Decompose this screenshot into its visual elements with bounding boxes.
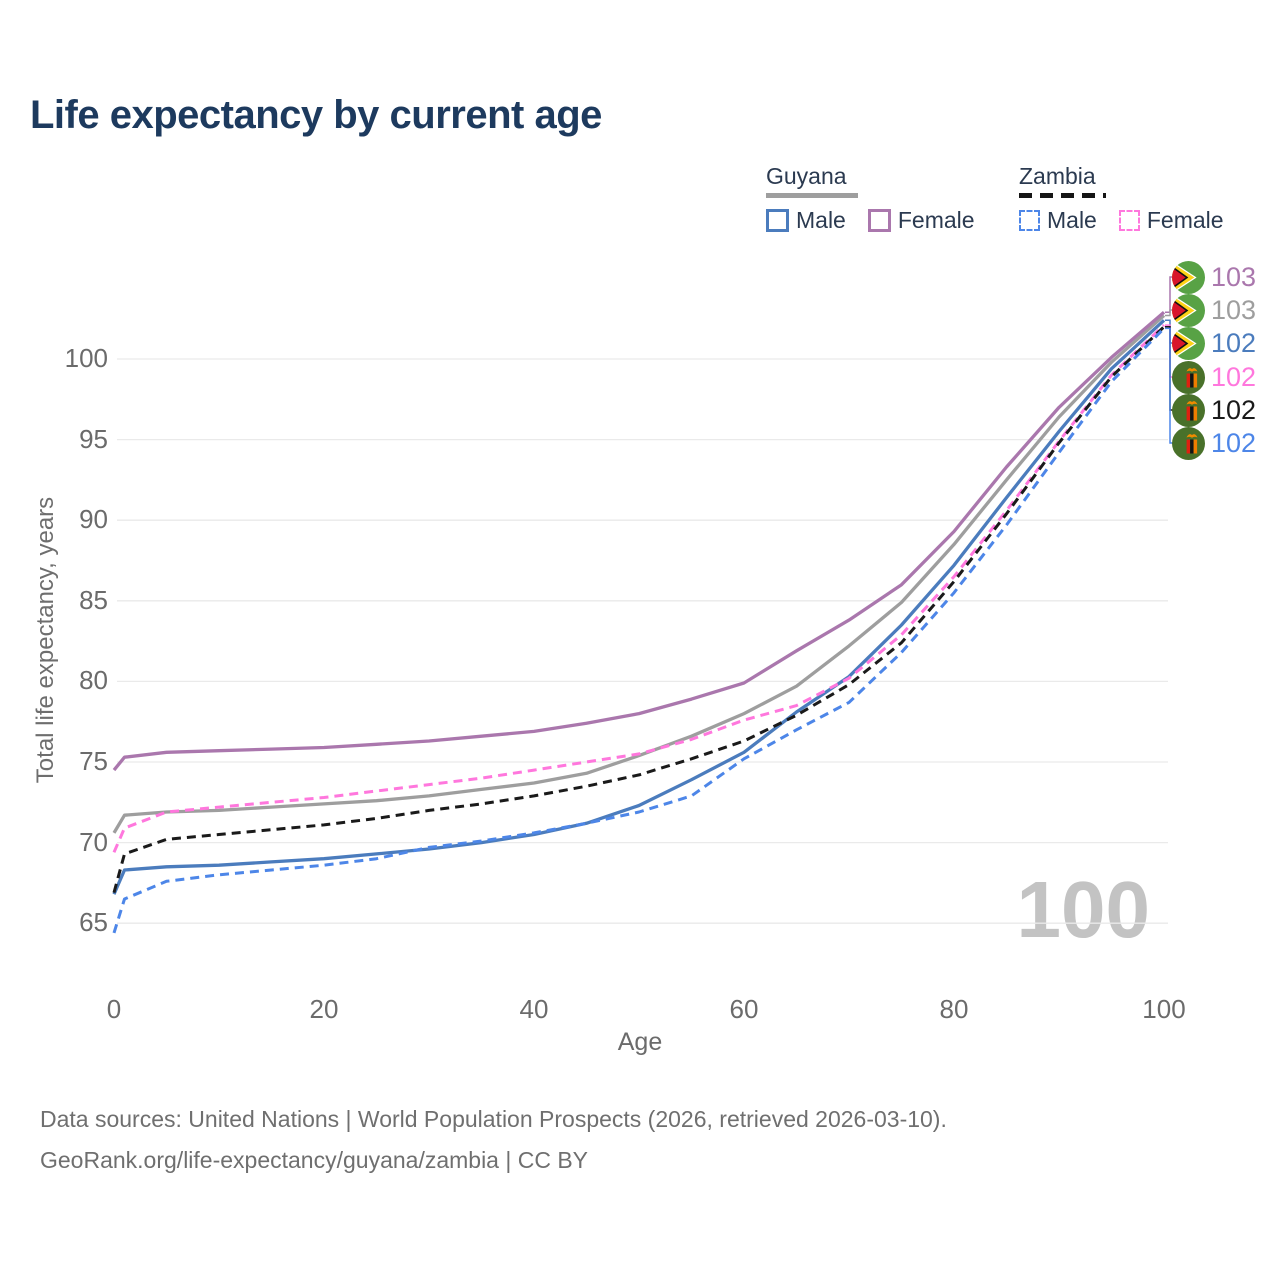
series-end-label-guyana-both-sexes: 103	[1172, 293, 1256, 327]
series-end-label-zambia-both-sexes: 102	[1172, 393, 1256, 427]
legend-swatch-guyana-male	[766, 209, 789, 232]
end-label-connector-zambia-male	[1165, 327, 1173, 444]
zambia-flag-icon	[1172, 360, 1205, 394]
legend-item-label: Male	[796, 207, 846, 233]
legend-group-title-guyana: Guyana	[766, 163, 847, 189]
end-label-value: 102	[1211, 427, 1257, 458]
x-axis-title: Age	[617, 1028, 663, 1056]
series-end-label-zambia-male: 102	[1172, 426, 1256, 460]
legend-swatch-guyana-female	[867, 209, 891, 232]
x-tick-label-80: 80	[939, 994, 969, 1024]
end-label-value: 103	[1211, 261, 1257, 292]
y-tick-label-95: 95	[79, 423, 108, 454]
series-end-label-guyana-female: 103	[1172, 260, 1256, 294]
x-tick-label-0: 0	[106, 994, 122, 1024]
y-tick-label-75: 75	[79, 746, 108, 776]
legend-group-underline-dashed	[1019, 193, 1106, 198]
end-label-value: 103	[1211, 294, 1257, 325]
series-end-label-guyana-male: 102	[1172, 326, 1256, 360]
legend-group-title-zambia: Zambia	[1019, 163, 1096, 189]
legend-item-guyana-female[interactable]: Female	[867, 207, 975, 234]
page-title: Life expectancy by current age	[30, 93, 602, 137]
legend-item-zambia-male[interactable]: Male	[1019, 207, 1097, 234]
y-tick-label-85: 85	[79, 584, 108, 615]
end-label-connector-guyana-female	[1165, 276, 1173, 314]
y-tick-label-70: 70	[79, 826, 108, 857]
watermark-age-indicator: 100	[1016, 865, 1150, 954]
footer-link: GeoRank.org/life-expectancy/guyana/zambi…	[40, 1147, 589, 1173]
x-tick-label-40: 40	[519, 994, 549, 1024]
y-tick-label-100: 100	[64, 343, 108, 373]
series-line-zambia-both-sexes	[112, 325, 1166, 893]
y-tick-label-65: 65	[79, 907, 108, 938]
legend-group-underline-solid	[766, 193, 858, 198]
end-label-value: 102	[1211, 327, 1257, 358]
guyana-flag-icon	[1172, 260, 1205, 294]
legend-swatch-zambia-male	[1019, 210, 1040, 231]
footer: Data sources: United Nations | World Pop…	[40, 1099, 947, 1181]
legend-group-guyana: Guyana Male Female	[766, 163, 997, 234]
y-axis-title: Total life expectancy, years	[32, 496, 59, 784]
end-label-value: 102	[1211, 361, 1257, 392]
series-line-zambia-female	[112, 324, 1166, 853]
footer-data-sources: Data sources: United Nations | World Pop…	[40, 1106, 947, 1132]
zambia-flag-icon	[1172, 426, 1205, 460]
legend-swatch-zambia-female	[1118, 210, 1140, 231]
zambia-flag-icon	[1172, 393, 1205, 427]
legend-item-guyana-male[interactable]: Male	[766, 207, 846, 234]
series-line-guyana-female	[112, 311, 1166, 772]
x-tick-label-100: 100	[1142, 994, 1186, 1024]
series-line-guyana-male	[112, 319, 1166, 895]
legend-item-zambia-female[interactable]: Female	[1118, 207, 1224, 234]
end-label-connector-guyana-both-sexes	[1165, 309, 1173, 317]
legend-group-zambia: Zambia Male Female	[1019, 163, 1246, 234]
guyana-flag-icon	[1172, 326, 1205, 360]
y-tick-label-90: 90	[79, 504, 108, 535]
y-tick-label-80: 80	[79, 665, 108, 696]
series-line-guyana-both-sexes	[112, 314, 1166, 834]
x-tick-label-60: 60	[729, 994, 759, 1024]
legend-item-label: Female	[1146, 207, 1224, 233]
series-end-label-zambia-female: 102	[1172, 360, 1256, 394]
end-label-value: 102	[1211, 394, 1257, 425]
legend-item-label: Female	[897, 207, 975, 233]
x-tick-label-20: 20	[309, 994, 339, 1024]
guyana-flag-icon	[1172, 293, 1205, 327]
legend-item-label: Male	[1047, 207, 1097, 233]
series-line-zambia-male	[112, 327, 1166, 934]
